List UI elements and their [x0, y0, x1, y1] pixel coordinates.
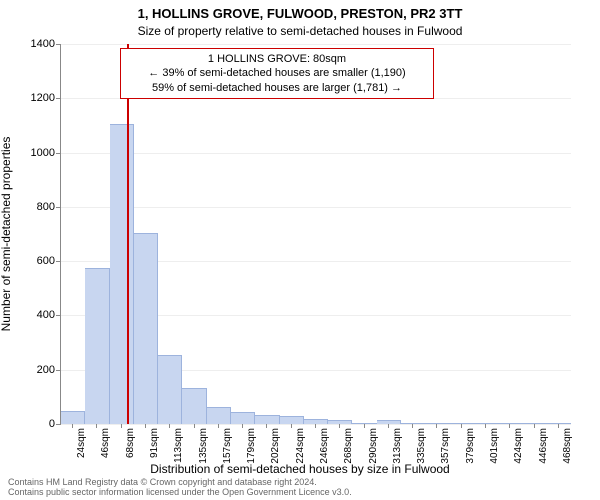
y-tick-label: 800 [15, 201, 55, 213]
chart-subtitle: Size of property relative to semi-detach… [0, 24, 600, 38]
x-axis-label: Distribution of semi-detached houses by … [0, 462, 600, 476]
y-tick-label: 1200 [15, 92, 55, 104]
chart-title: 1, HOLLINS GROVE, FULWOOD, PRESTON, PR2 … [0, 6, 600, 21]
histogram-bar [352, 423, 376, 424]
x-tick-label: 335sqm [416, 428, 427, 464]
chart-container: 1, HOLLINS GROVE, FULWOOD, PRESTON, PR2 … [0, 0, 600, 500]
x-tick-mark [72, 424, 73, 428]
y-tick-mark [56, 424, 60, 425]
annotation-box: 1 HOLLINS GROVE: 80sqm ← 39% of semi-det… [120, 48, 434, 99]
x-tick-label: 157sqm [222, 428, 233, 464]
grid-line [61, 44, 571, 45]
histogram-bar [328, 420, 352, 424]
x-tick-label: 401sqm [489, 428, 500, 464]
x-tick-label: 468sqm [562, 428, 573, 464]
x-tick-mark [315, 424, 316, 428]
grid-line [61, 207, 571, 208]
y-tick-mark [56, 261, 60, 262]
annotation-line2: ← 39% of semi-detached houses are smalle… [127, 66, 427, 80]
y-tick-mark [56, 207, 60, 208]
y-tick-label: 400 [15, 309, 55, 321]
x-tick-label: 446sqm [538, 428, 549, 464]
annotation-line1: 1 HOLLINS GROVE: 80sqm [127, 52, 427, 66]
x-tick-mark [388, 424, 389, 428]
x-tick-mark [145, 424, 146, 428]
x-tick-mark [242, 424, 243, 428]
property-marker-line [127, 44, 129, 424]
y-tick-mark [56, 370, 60, 371]
histogram-bar [450, 423, 474, 424]
histogram-bar [547, 423, 571, 424]
histogram-bar [158, 355, 182, 424]
footer: Contains HM Land Registry data © Crown c… [8, 478, 352, 498]
histogram-bar [377, 420, 401, 424]
histogram-bar [425, 423, 449, 424]
y-tick-label: 1000 [15, 147, 55, 159]
histogram-bar [110, 124, 134, 424]
x-tick-mark [96, 424, 97, 428]
histogram-bar [522, 423, 546, 424]
x-tick-label: 313sqm [392, 428, 403, 464]
histogram-bar [498, 423, 522, 424]
y-tick-mark [56, 98, 60, 99]
y-tick-mark [56, 44, 60, 45]
x-tick-mark [266, 424, 267, 428]
y-tick-label: 200 [15, 364, 55, 376]
x-tick-label: 379sqm [465, 428, 476, 464]
x-tick-mark [412, 424, 413, 428]
x-tick-mark [194, 424, 195, 428]
x-tick-label: 268sqm [343, 428, 354, 464]
x-tick-label: 179sqm [246, 428, 257, 464]
y-axis-label: Number of semi-detached properties [0, 137, 13, 332]
x-tick-label: 224sqm [295, 428, 306, 464]
y-tick-label: 600 [15, 255, 55, 267]
x-tick-mark [436, 424, 437, 428]
x-tick-label: 46sqm [100, 428, 111, 458]
x-tick-label: 113sqm [173, 428, 184, 463]
x-tick-mark [509, 424, 510, 428]
x-tick-label: 91sqm [149, 428, 160, 458]
grid-line [61, 424, 571, 425]
x-tick-mark [218, 424, 219, 428]
x-tick-mark [291, 424, 292, 428]
x-tick-label: 246sqm [319, 428, 330, 464]
y-tick-label: 1400 [15, 38, 55, 50]
y-tick-label: 0 [15, 418, 55, 430]
plot-area [60, 44, 571, 425]
histogram-bar [231, 412, 255, 424]
grid-line [61, 153, 571, 154]
x-tick-mark [461, 424, 462, 428]
x-tick-mark [534, 424, 535, 428]
x-tick-mark [364, 424, 365, 428]
x-tick-mark [339, 424, 340, 428]
histogram-bar [207, 407, 231, 424]
x-tick-label: 424sqm [513, 428, 524, 464]
x-tick-label: 68sqm [125, 428, 136, 458]
x-tick-label: 357sqm [440, 428, 451, 464]
x-tick-label: 202sqm [270, 428, 281, 464]
x-tick-mark [558, 424, 559, 428]
y-tick-mark [56, 153, 60, 154]
x-tick-mark [169, 424, 170, 428]
histogram-bar [134, 233, 158, 424]
histogram-bar [280, 416, 304, 424]
histogram-bar [401, 423, 425, 424]
x-tick-mark [121, 424, 122, 428]
histogram-bar [85, 268, 109, 424]
histogram-bar [61, 411, 85, 424]
x-tick-label: 135sqm [198, 428, 209, 464]
histogram-bar [255, 415, 279, 424]
x-tick-label: 290sqm [368, 428, 379, 464]
x-tick-label: 24sqm [76, 428, 87, 458]
footer-line2: Contains public sector information licen… [8, 488, 352, 498]
annotation-line3: 59% of semi-detached houses are larger (… [127, 81, 427, 95]
histogram-bar [182, 388, 206, 424]
y-tick-mark [56, 315, 60, 316]
x-tick-mark [485, 424, 486, 428]
